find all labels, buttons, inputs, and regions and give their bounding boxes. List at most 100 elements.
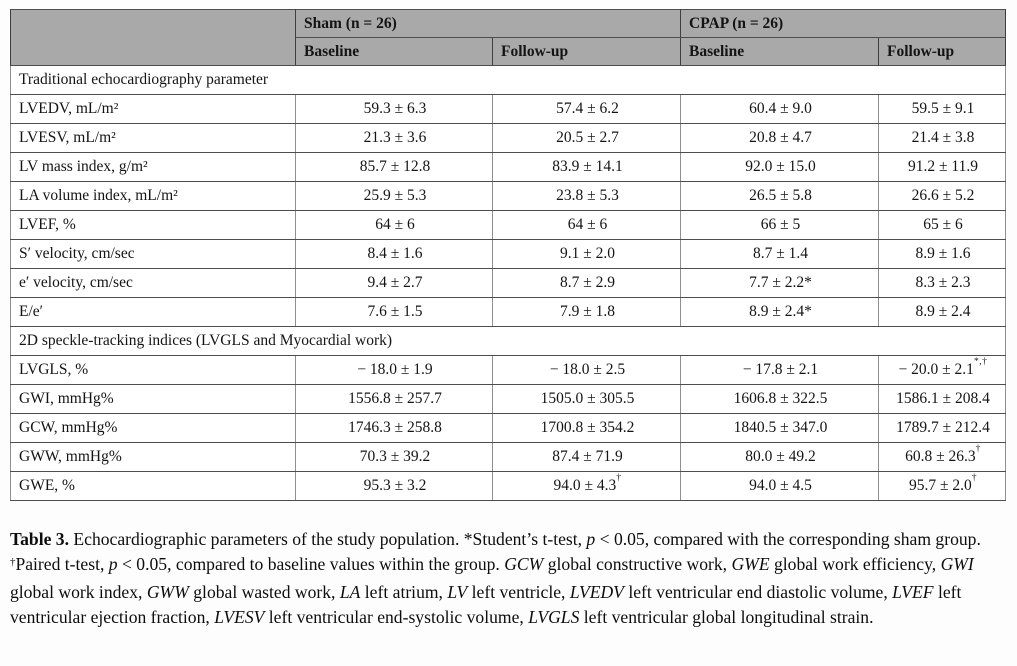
value-cell: 21.4 ± 3.8 (878, 123, 1006, 153)
caption-text: LVGLS (528, 607, 580, 627)
caption-text: LVESV (214, 607, 265, 627)
table-caption: Table 3. Echocardiographic parameters of… (10, 527, 1004, 630)
value-cell: 1789.7 ± 212.4 (878, 413, 1006, 443)
table-row: LVEDV, mL/m² 59.3 ± 6.3 57.4 ± 6.2 60.4 ± 9… (10, 94, 1006, 124)
value-cell: − 17.8 ± 2.1 (680, 355, 879, 385)
row-label-cell: GWE, % (10, 471, 296, 501)
row-label-cell: LVGLS, % (10, 355, 296, 385)
row-label-cell: S′ velocity, cm/sec (10, 239, 296, 269)
group-header-row: Sham (n = 26) CPAP (n = 26) (10, 9, 1006, 66)
column-header-cell: Follow-up (878, 37, 1006, 66)
value-cell: 8.9 ± 1.6 (878, 239, 1006, 269)
section-header-row: Traditional echocardiography parameter (10, 65, 1006, 95)
row-label-cell: LVEDV, mL/m² (10, 94, 296, 124)
value-cell: 9.4 ± 2.7 (295, 268, 493, 298)
value-cell: 70.3 ± 39.2 (295, 442, 493, 472)
value-cell: − 18.0 ± 2.5 (492, 355, 681, 385)
section-title-cell: Traditional echocardiography parameter (10, 65, 1006, 95)
row-label-cell: E/e′ (10, 297, 296, 327)
caption-text: GWI (940, 554, 974, 574)
caption-text: GWE (731, 554, 770, 574)
value-cell: 95.7 ± 2.0† (878, 471, 1006, 501)
table-row: LVEF, % 64 ± 6 64 ± 6 66 ± 5 65 ± 6 (10, 210, 1006, 240)
value-cell: 1700.8 ± 354.2 (492, 413, 681, 443)
value-cell: 80.0 ± 49.2 (680, 442, 879, 472)
caption-text: p (108, 554, 118, 574)
caption-text: LA (339, 582, 361, 602)
value-cell: − 18.0 ± 1.9 (295, 355, 493, 385)
value-cell: 59.5 ± 9.1 (878, 94, 1006, 124)
value-cell: 95.3 ± 3.2 (295, 471, 493, 501)
caption-text: < 0.05, compared with the corresponding … (595, 529, 981, 549)
caption-text: Echocardiographic parameters of the stud… (69, 529, 587, 549)
value-cell: 21.3 ± 3.6 (295, 123, 493, 153)
table-row: e′ velocity, cm/sec 9.4 ± 2.7 8.7 ± 2.9 7.7… (10, 268, 1006, 298)
table-row: LVESV, mL/m² 21.3 ± 3.6 20.5 ± 2.7 20.8 ± 4… (10, 123, 1006, 153)
row-label-cell: LA volume index, mL/m² (10, 181, 296, 211)
significance-marker: † (975, 442, 981, 454)
value-cell: 1505.0 ± 305.5 (492, 384, 681, 414)
row-label-cell: GCW, mmHg% (10, 413, 296, 443)
caption-text: left ventricular ejection fraction, (10, 582, 962, 627)
value-cell: 9.1 ± 2.0 (492, 239, 681, 269)
row-label-cell: e′ velocity, cm/sec (10, 268, 296, 298)
caption-text: GWW (146, 582, 189, 602)
significance-marker: *,† (973, 355, 988, 367)
section-header-row: 2D speckle-tracking indices (LVGLS and M… (10, 326, 1006, 356)
value-cell: 66 ± 5 (680, 210, 879, 240)
caption-text: global work index, (10, 582, 147, 602)
caption-text: global wasted work, (188, 582, 340, 602)
value-cell: 1746.3 ± 258.8 (295, 413, 493, 443)
value-cell: 7.9 ± 1.8 (492, 297, 681, 327)
value-cell: 1556.8 ± 257.7 (295, 384, 493, 414)
value-cell: 60.4 ± 9.0 (680, 94, 879, 124)
value-cell: 85.7 ± 12.8 (295, 152, 493, 182)
table-row: S′ velocity, cm/sec 8.4 ± 1.6 9.1 ± 2.0 8.7… (10, 239, 1006, 269)
caption-text: GCW (504, 554, 544, 574)
value-cell: 8.9 ± 2.4* (680, 297, 879, 327)
value-cell: 23.8 ± 5.3 (492, 181, 681, 211)
caption-text: † (10, 555, 16, 568)
table-row: LV mass index, g/m² 85.7 ± 12.8 83.9 ± 14.… (10, 152, 1006, 182)
caption-text: left ventricular global longitudinal str… (579, 607, 874, 627)
value-cell: 26.5 ± 5.8 (680, 181, 879, 211)
value-cell: 64 ± 6 (295, 210, 493, 240)
caption-text: LVEDV (569, 582, 624, 602)
caption-text: global work efficiency, (769, 554, 941, 574)
caption-text: LV (447, 582, 468, 602)
value-cell: 8.3 ± 2.3 (878, 268, 1006, 298)
value-cell: 25.9 ± 5.3 (295, 181, 493, 211)
value-cell: 8.9 ± 2.4 (878, 297, 1006, 327)
value-cell: 94.0 ± 4.5 (680, 471, 879, 501)
corner-header-cell (10, 9, 296, 66)
significance-marker: † (616, 471, 622, 483)
caption-text: Paired t-test, (15, 554, 109, 574)
value-cell: 20.8 ± 4.7 (680, 123, 879, 153)
value-cell: 8.4 ± 1.6 (295, 239, 493, 269)
table-body: Traditional echocardiography parameter LV… (10, 65, 1006, 501)
value-cell: 26.6 ± 5.2 (878, 181, 1006, 211)
value-cell: 1586.1 ± 208.4 (878, 384, 1006, 414)
value-cell: 1840.5 ± 347.0 (680, 413, 879, 443)
table-row: GWI, mmHg% 1556.8 ± 257.7 1505.0 ± 305.5 16… (10, 384, 1006, 414)
value-cell: 65 ± 6 (878, 210, 1006, 240)
column-header-cell: Baseline (295, 37, 493, 66)
row-label-cell: LV mass index, g/m² (10, 152, 296, 182)
table-row: LA volume index, mL/m² 25.9 ± 5.3 23.8 ± 5… (10, 181, 1006, 211)
table-row: GCW, mmHg% 1746.3 ± 258.8 1700.8 ± 354.2 18… (10, 413, 1006, 443)
row-label-cell: LVESV, mL/m² (10, 123, 296, 153)
echo-parameters-table: Sham (n = 26) CPAP (n = 26) Baseline Follow… (10, 9, 1006, 501)
caption-text: left ventricular end diastolic volume, (623, 582, 893, 602)
value-cell: 8.7 ± 2.9 (492, 268, 681, 298)
value-cell: 83.9 ± 14.1 (492, 152, 681, 182)
column-header-row: Baseline Follow-up Baseline Follow-up (11, 37, 1006, 66)
table-row: E/e′ 7.6 ± 1.5 7.9 ± 1.8 8.9 ± 2.4* 8.9 ± 2.… (10, 297, 1006, 327)
value-cell: 92.0 ± 15.0 (680, 152, 879, 182)
value-cell: 87.4 ± 71.9 (492, 442, 681, 472)
value-cell: 7.6 ± 1.5 (295, 297, 493, 327)
section-title-cell: 2D speckle-tracking indices (LVGLS and M… (10, 326, 1006, 356)
caption-text: left ventricular end-systolic volume, (264, 607, 529, 627)
caption-text: p (586, 529, 596, 549)
caption-text: left ventricle, (467, 582, 570, 602)
